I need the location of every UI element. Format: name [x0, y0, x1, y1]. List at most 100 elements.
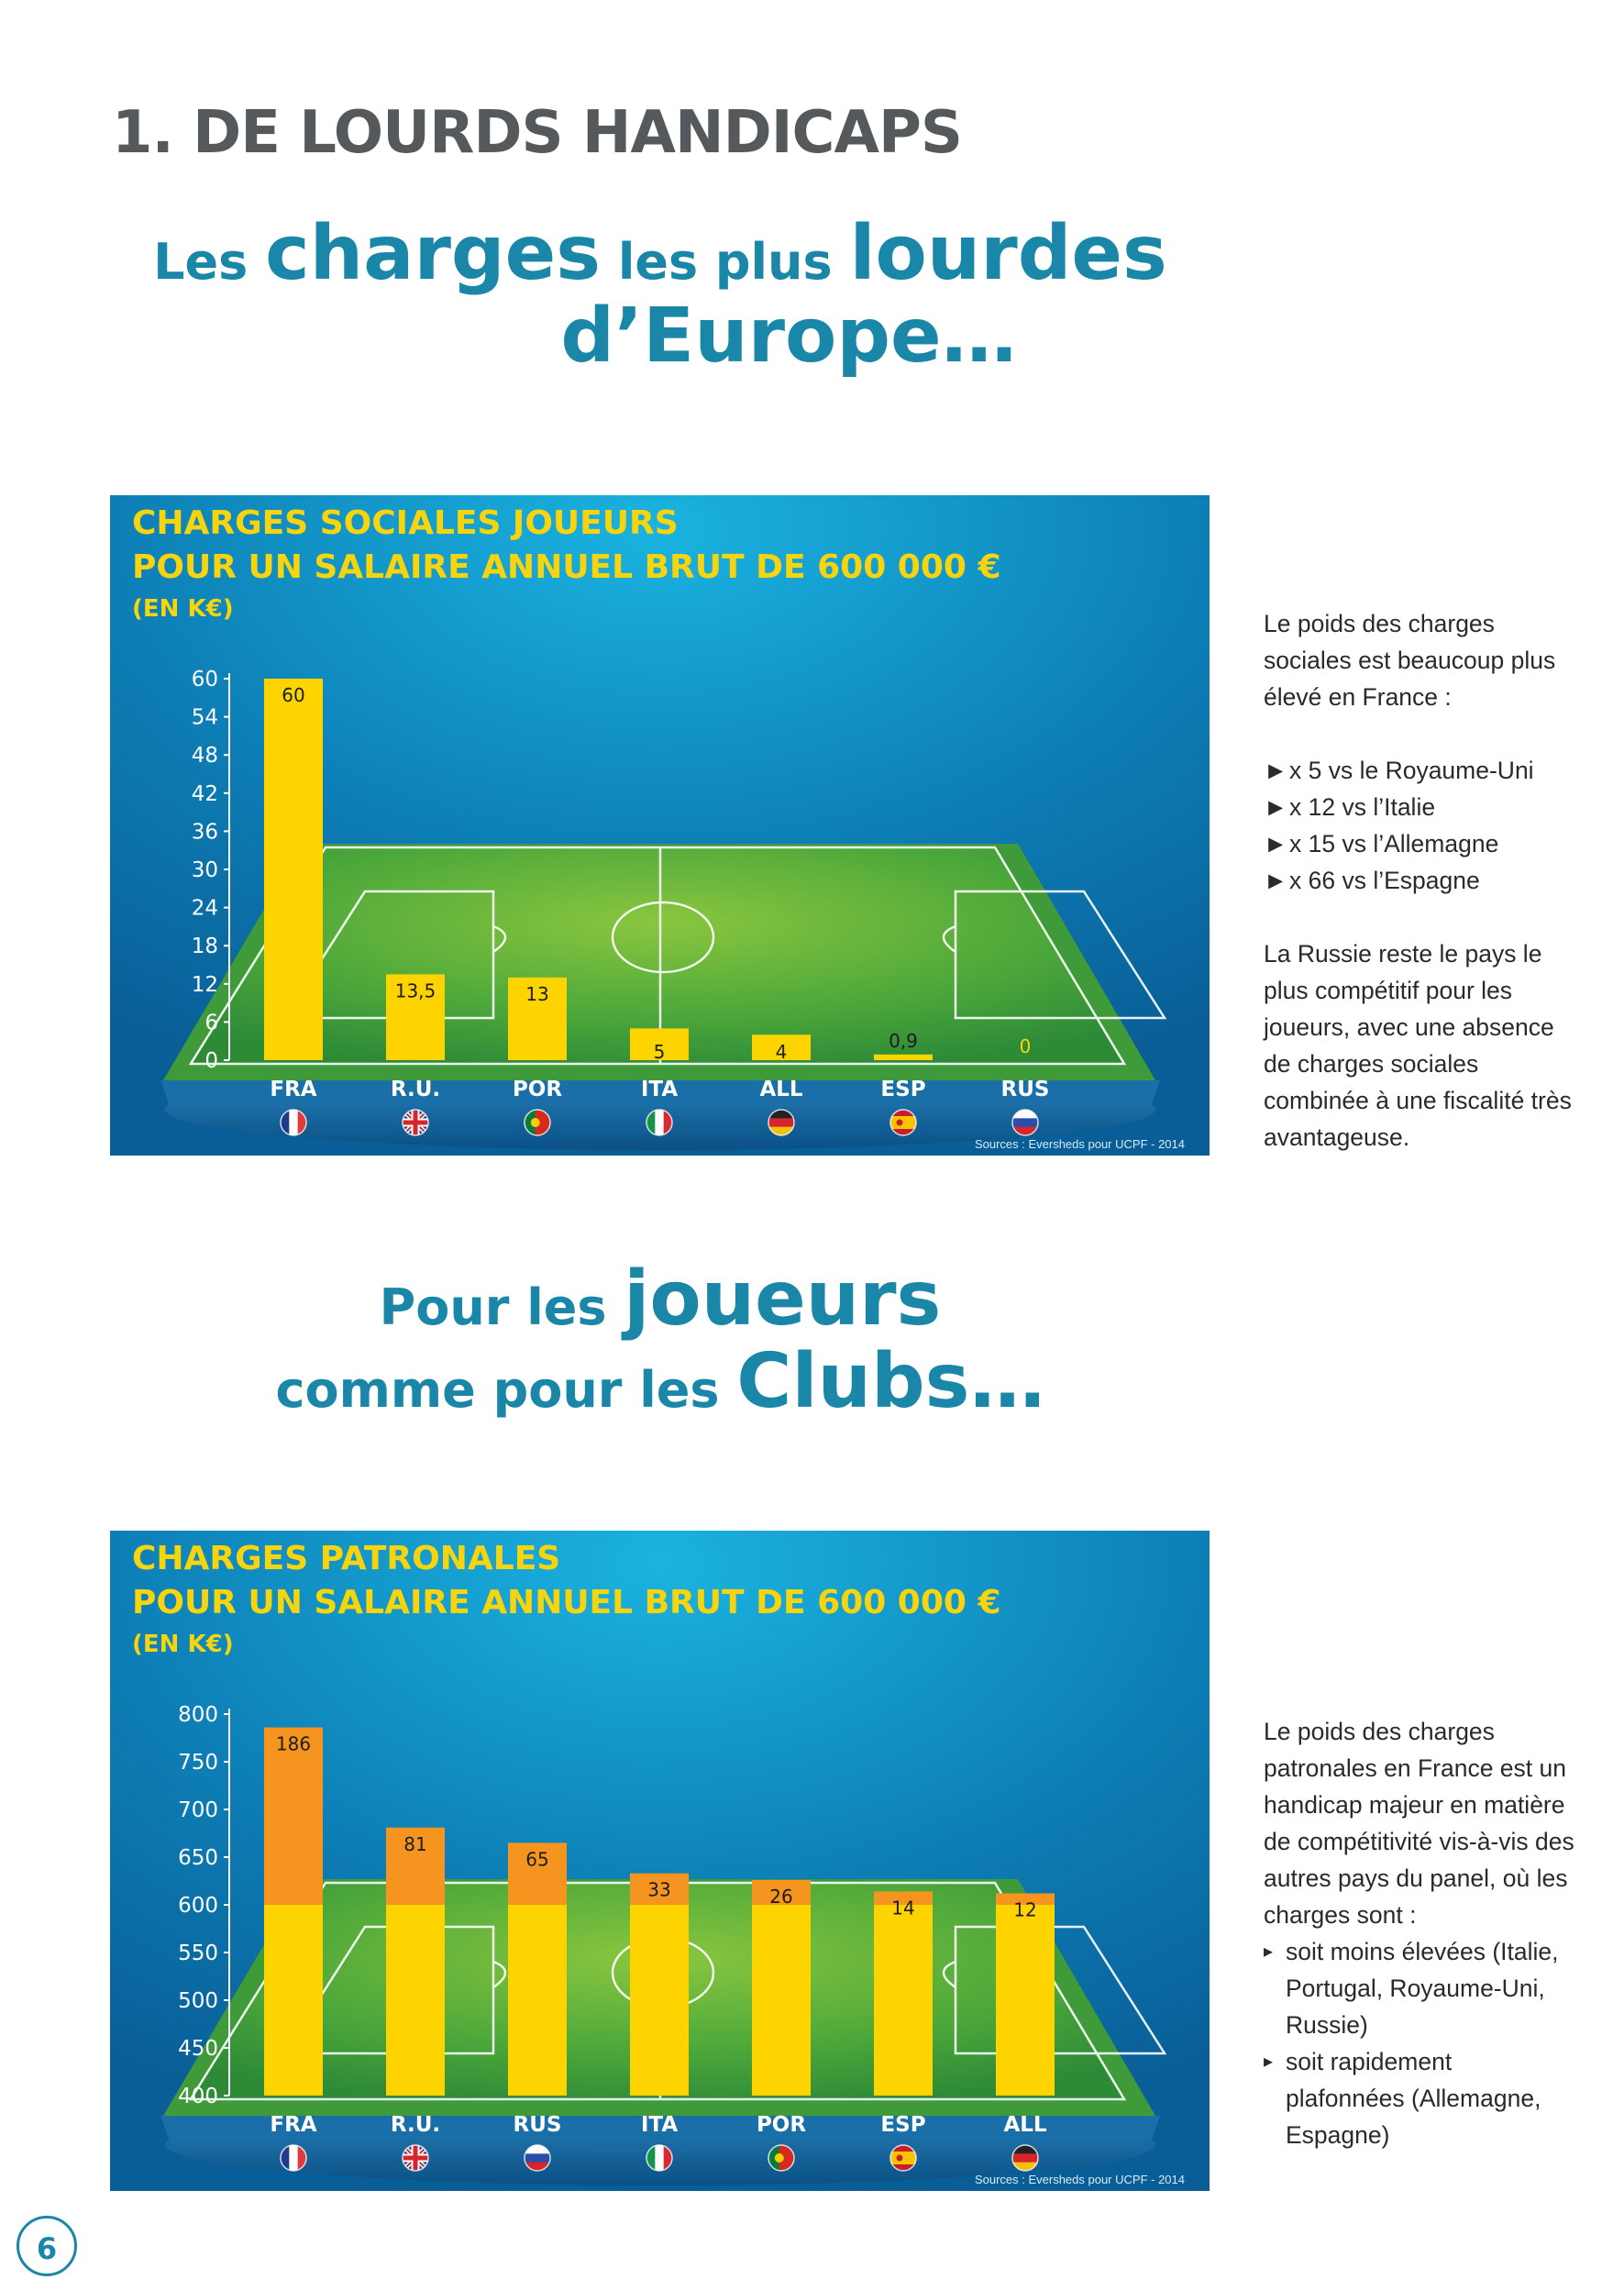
chart-subtitle: POUR UN SALAIRE ANNUEL BRUT DE 600 000 € [132, 1584, 1001, 1621]
flag-uk-icon [403, 1110, 428, 1135]
chart-svg: CHARGES PATRONALES POUR UN SALAIRE ANNUEL… [110, 1531, 1210, 2191]
flag-crest [896, 1119, 903, 1126]
headline-1-part: les plus [601, 233, 850, 291]
y-tick-label: 48 [192, 744, 218, 768]
bar-charge-segment [386, 1827, 445, 1905]
y-tick-label: 650 [178, 1846, 218, 1870]
y-axis: 400 450 500 550 600 650 700 750 800 [178, 1703, 230, 2108]
flag-border [1011, 1109, 1039, 1136]
chart-titles: CHARGES PATRONALES POUR UN SALAIRE ANNUEL… [132, 1540, 1001, 1658]
y-tick-label: 42 [192, 782, 218, 806]
bar-base-segment [386, 1905, 445, 2096]
bar-value-label: 65 [525, 1848, 548, 1870]
x-tick-label: ALL [1003, 2113, 1046, 2137]
y-tick-label: 36 [192, 820, 218, 844]
x-tick-label: ESP [880, 2113, 925, 2137]
headline-2-line-1: Pour les joueurs [0, 1262, 1320, 1337]
flag-stripe [768, 1118, 794, 1128]
x-tick-label: RUS [514, 2113, 562, 2137]
bar-value-label: 14 [891, 1897, 914, 1919]
bars: 186 81 65 33 26 14 12 [264, 1727, 1055, 2096]
bar-base-segment [874, 1905, 933, 2096]
bullet-arrow-icon: ► [1264, 757, 1288, 784]
chart-charges-sociales: CHARGES SOCIALES JOUEURS POUR UN SALAIRE … [110, 495, 1210, 1156]
flag-stripe [1012, 1126, 1038, 1135]
flag-stripe [525, 1110, 536, 1135]
bullet-arrow-icon: ► [1264, 793, 1288, 821]
bar-base-segment [630, 1905, 689, 2096]
x-tick-label: ALL [759, 1078, 802, 1101]
bar [752, 1034, 811, 1060]
bullet-text: x 5 vs le Royaume-Uni [1289, 757, 1534, 784]
flag-stripe [663, 1110, 672, 1135]
flag-stripe [297, 1110, 306, 1135]
flag-border [646, 2144, 673, 2172]
chart-unit-label: (EN K€) [132, 1631, 234, 1658]
flag-stripe [281, 2145, 290, 2171]
bar-base-segment [264, 1905, 323, 2096]
flag-stripe [297, 2145, 306, 2171]
chart-titles: CHARGES SOCIALES JOUEURS POUR UN SALAIRE … [132, 504, 1001, 623]
bar-charge-segment [630, 1873, 689, 1905]
bullet-arrow-icon: ▸ [1264, 2052, 1274, 2072]
bar-base-segment [996, 1905, 1055, 2096]
pitch-base [160, 2116, 1160, 2141]
flag-border [402, 2144, 429, 2172]
flag-stripe [655, 1110, 665, 1135]
bullet-text: soit moins élevées (Italie, Portugal, Ro… [1286, 1938, 1559, 2039]
bullet-text: x 15 vs l’Allemagne [1289, 830, 1499, 857]
bar-charge-segment [874, 1891, 933, 1905]
chart-source: Sources : Eversheds pour UCPF - 2014 [975, 1137, 1185, 1151]
chart-1-commentary: Le poids des charges sociales est beauco… [1264, 605, 1575, 1156]
flag-germany-icon [768, 1110, 794, 1135]
flag-cross [403, 2155, 428, 2161]
flag-border [889, 2144, 917, 2172]
flag-stripe [890, 2152, 916, 2164]
bar-value-label: 12 [1013, 1899, 1036, 1921]
bar-value-label: 26 [769, 1886, 792, 1908]
bullet-arrow-icon: ▸ [1264, 1942, 1274, 1962]
bar [386, 974, 445, 1060]
flag-italy-icon [646, 1110, 672, 1135]
pitch-outline [188, 846, 1127, 1066]
flag-border [768, 2144, 795, 2172]
bullet-text: x 12 vs l’Italie [1289, 793, 1436, 821]
flag-spain-icon [890, 1110, 916, 1135]
flag-stripe [768, 2145, 779, 2171]
commentary-bullet: ▸ soit rapidement plafonnées (Allemagne, … [1264, 2043, 1575, 2153]
pitch-penalty-arc [492, 1960, 507, 1989]
flag-france-icon [281, 2145, 306, 2171]
x-tick-label: POR [513, 1078, 562, 1101]
y-tick-label: 800 [178, 1703, 218, 1727]
bar-value-label: 60 [282, 684, 304, 706]
chart-charges-patronales: CHARGES PATRONALES POUR UN SALAIRE ANNUEL… [110, 1531, 1210, 2191]
headline-2-line-2: comme pour les Clubs… [0, 1344, 1320, 1420]
headline-2-emphasis: joueurs [624, 1256, 942, 1343]
bars: 60 13,5 13 5 4 0,9 0 [264, 679, 1031, 1063]
commentary-bullet: ▸ soit moins élevées (Italie, Portugal, R… [1264, 1933, 1575, 2043]
y-tick-label: 550 [178, 1942, 218, 1965]
flag-stripe [525, 2162, 550, 2171]
bar-value-label: 13 [525, 983, 548, 1005]
y-tick-label: 60 [192, 668, 218, 691]
flag-uk-icon [403, 2145, 428, 2171]
y-tick-label: 600 [178, 1894, 218, 1918]
page-number: 6 [17, 2216, 77, 2276]
flag-portugal-icon [768, 2145, 794, 2171]
flag-crest [774, 2153, 784, 2163]
chart-subtitle: POUR UN SALAIRE ANNUEL BRUT DE 600 000 € [132, 548, 1001, 586]
section-title: 1. DE LOURDS HANDICAPS [112, 99, 963, 167]
x-labels: FRA R.U. POR ITA ALL ESP RUS [270, 1078, 1049, 1136]
flag-border [889, 1109, 917, 1136]
bar [508, 977, 567, 1060]
flag-russia-icon [525, 2145, 550, 2171]
x-tick-label: ITA [641, 2113, 678, 2137]
y-axis: 0 6 12 18 24 30 36 42 48 54 60 [192, 668, 230, 1073]
flag-stripe [1012, 1110, 1038, 1119]
flag-border [524, 2144, 551, 2172]
bar-base-segment [752, 1905, 811, 2096]
chart-unit-label: (EN K€) [132, 595, 234, 623]
x-tick-label: R.U. [391, 1078, 440, 1101]
bar-charge-segment [996, 1893, 1055, 1905]
commentary-intro: Le poids des charges sociales est beauco… [1264, 610, 1556, 711]
